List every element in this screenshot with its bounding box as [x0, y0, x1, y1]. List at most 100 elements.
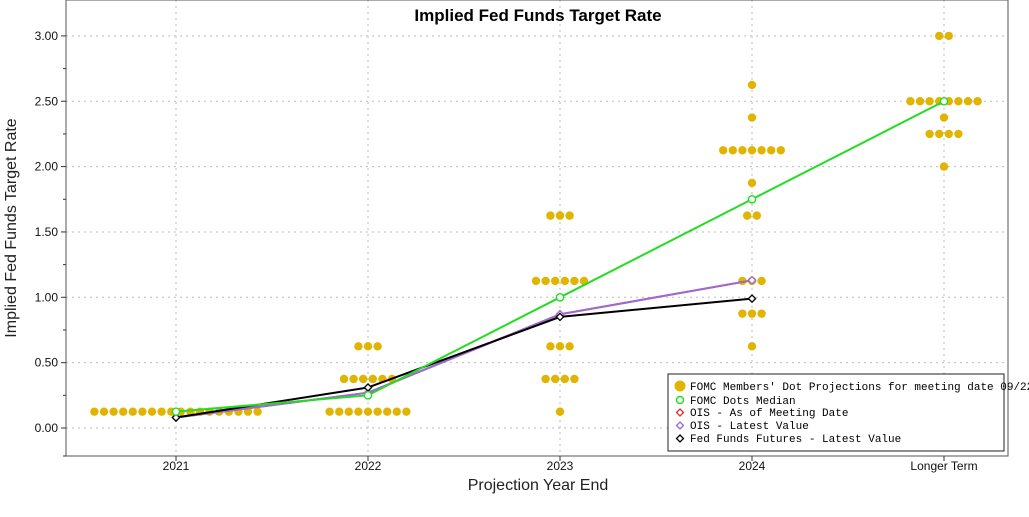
dot-projection	[906, 97, 915, 106]
dot-projection	[546, 211, 555, 220]
x-tick-label: Longer Term	[910, 459, 977, 473]
dot-projections	[90, 31, 982, 416]
dot-projection	[373, 342, 382, 351]
dot-projection	[747, 80, 757, 90]
dot-projection	[935, 31, 944, 41]
y-tick-label: 2.50	[35, 94, 59, 108]
dot-projection	[109, 407, 118, 416]
dot-projection	[939, 113, 949, 122]
dot-projection	[551, 374, 560, 384]
dot-projection	[354, 342, 363, 351]
series-line-ois-latest-value	[175, 279, 753, 419]
legend-label-ois-latest: OIS - Latest Value	[690, 421, 809, 433]
dot-projection	[728, 146, 737, 155]
series-point-fed-funds-futures-latest-value	[363, 382, 373, 393]
dot-projection	[128, 407, 137, 416]
y-axis-label: Implied Fed Funds Target Rate	[3, 118, 20, 337]
dot-projection	[973, 97, 982, 106]
dot-projection	[368, 374, 377, 384]
series-lines	[175, 100, 945, 419]
dot-projection	[570, 276, 579, 286]
dot-projection	[335, 407, 344, 416]
dot-projection	[363, 407, 373, 416]
dot-projection	[747, 309, 757, 318]
dot-projection	[157, 407, 166, 416]
dot-projection	[363, 342, 373, 351]
dot-projection	[939, 162, 949, 171]
plot-area	[65, 0, 1009, 457]
dot-projection	[541, 276, 550, 286]
series-point-ois-latest-value	[747, 275, 757, 285]
dot-projection	[747, 113, 757, 122]
dot-projection	[99, 407, 109, 416]
series-point-fomc-dots-median	[363, 391, 373, 400]
y-tick-label: 1.50	[35, 225, 59, 239]
dot-projection	[90, 407, 99, 416]
dot-projection	[531, 276, 541, 286]
series-point-fed-funds-futures-latest-value	[171, 413, 181, 423]
dot-projection	[738, 146, 747, 155]
y-tick-label: 1.00	[35, 290, 59, 304]
series-point-fed-funds-futures-latest-value	[555, 312, 565, 322]
dot-projection	[719, 146, 728, 155]
dot-projection	[339, 374, 349, 384]
dot-projection	[565, 211, 574, 220]
dot-projection	[738, 309, 747, 318]
legend: FOMC Members' Dot Projections for meetin…	[667, 373, 1029, 452]
dot-projection	[747, 146, 757, 155]
legend-label-ois-meeting: OIS - As of Meeting Date	[690, 408, 848, 420]
dot-projection	[344, 407, 353, 416]
y-tick-label: 0.50	[35, 356, 59, 370]
x-tick-label: 2021	[163, 459, 190, 473]
dot-projection	[915, 97, 925, 106]
dot-projection	[546, 342, 555, 351]
series-point-fomc-dots-median	[555, 292, 565, 302]
dot-projection	[560, 374, 569, 384]
dot-projection	[392, 407, 401, 416]
dot-projection	[935, 129, 944, 139]
legend-label-futures: Fed Funds Futures - Latest Value	[690, 434, 901, 446]
dot-projection	[963, 97, 973, 106]
dot-projection	[373, 407, 382, 416]
dot-projection	[747, 342, 757, 351]
dot-projection	[541, 374, 550, 384]
dot-projection	[570, 374, 579, 384]
dot-projection	[925, 129, 934, 139]
dot-projection	[757, 276, 766, 286]
dot-projection	[147, 407, 157, 416]
y-tick-label: 2.00	[35, 160, 59, 174]
legend-label-dots: FOMC Members' Dot Projections for meetin…	[690, 382, 1029, 394]
dot-projection	[767, 146, 776, 155]
dot-projection	[565, 342, 574, 351]
dot-projection	[944, 129, 953, 139]
dot-projection	[555, 211, 565, 220]
legend-marker-futures	[675, 434, 685, 443]
dot-projection	[383, 407, 392, 416]
dot-projection	[349, 374, 358, 384]
dot-projection	[354, 407, 363, 416]
dot-projection	[119, 407, 128, 416]
y-tick-label: 0.00	[35, 421, 59, 435]
dot-projection	[944, 31, 953, 41]
x-axis: 2021 2022 2023 2024 Longer Term	[163, 456, 978, 473]
legend-marker-median	[675, 395, 685, 405]
x-tick-label: 2022	[355, 459, 382, 473]
dot-projection	[743, 211, 752, 220]
dot-projection	[954, 129, 963, 139]
series-line-ois-as-of-meeting-date	[175, 279, 753, 419]
dot-projection	[747, 178, 757, 188]
dot-projection	[954, 97, 963, 106]
dot-projection	[402, 407, 411, 416]
series-point-fomc-dots-median	[939, 96, 949, 106]
y-axis: 0.00 0.50 1.00 1.50 2.00 2.50 3.00	[35, 29, 66, 457]
y-tick-label: 3.00	[35, 29, 59, 43]
chart-title: Implied Fed Funds Target Rate	[414, 6, 661, 25]
legend-marker-ois-latest	[675, 421, 685, 430]
legend-marker-ois-meeting	[675, 408, 685, 417]
series-point-fed-funds-futures-latest-value	[747, 294, 757, 304]
series-line-fed-funds-futures-latest-value	[175, 297, 753, 419]
dot-projection	[138, 407, 147, 416]
dot-projection	[560, 276, 569, 286]
dot-projection	[551, 276, 560, 286]
